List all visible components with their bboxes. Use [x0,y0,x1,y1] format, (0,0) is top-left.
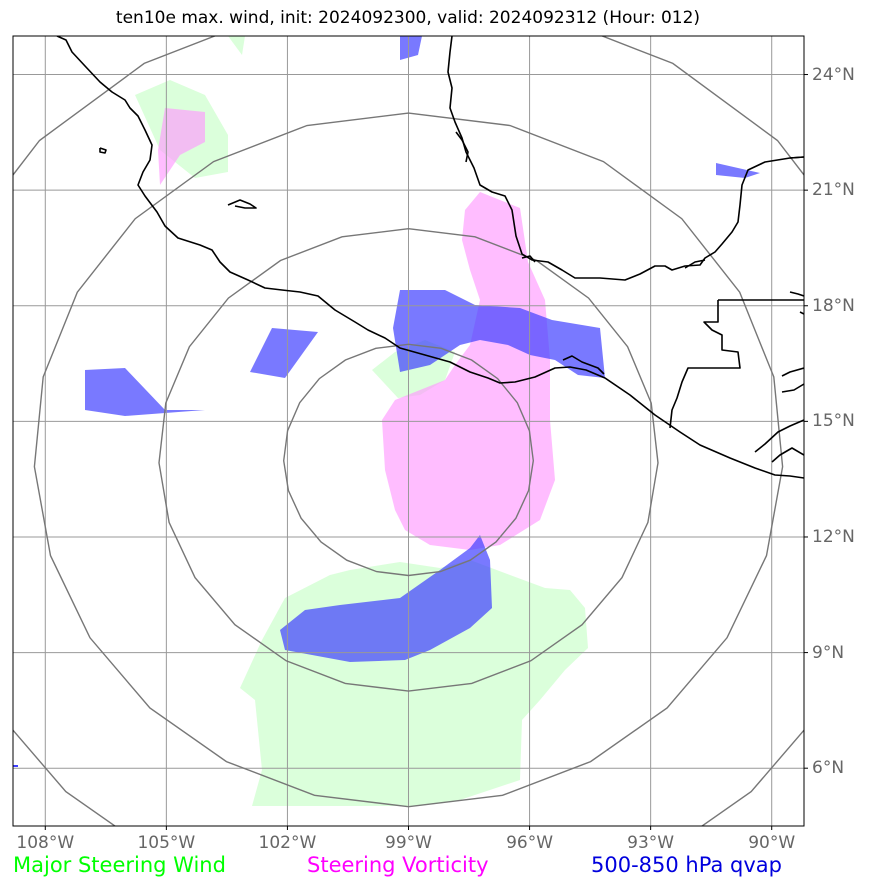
lat-tick-label: 18°N [812,295,855,316]
lat-lon-grid [13,36,804,826]
chart-title: ten10e max. wind, init: 2024092300, vali… [115,8,701,28]
range-ring [33,112,784,808]
lat-tick-label: 15°N [812,411,855,432]
legend-steering-vorticity: Steering Vorticity [307,853,489,877]
lon-tick-label: 96°W [506,833,554,853]
legend-qvap: 500-850 hPa qvap [591,853,782,877]
lat-tick-label: 21°N [812,180,855,201]
coastline [56,36,804,479]
lon-tick-label: 99°W [385,833,432,853]
qvap-region [85,36,760,662]
axis-ticks [44,74,808,830]
lat-tick-label: 12°N [812,526,855,547]
lat-tick-label: 6°N [812,758,845,779]
lon-tick-label: 90°W [748,833,796,853]
lon-tick-label: 108°W [16,833,75,853]
lon-tick-label: 105°W [137,833,196,853]
legend-steering-wind: Major Steering Wind [13,853,226,877]
lon-tick-label: 102°W [258,833,317,853]
range-ring [158,228,659,692]
range-ring [282,343,535,577]
lat-tick-label: 9°N [812,642,845,663]
lat-tick-label: 24°N [812,64,855,85]
lon-tick-label: 93°W [627,833,675,853]
